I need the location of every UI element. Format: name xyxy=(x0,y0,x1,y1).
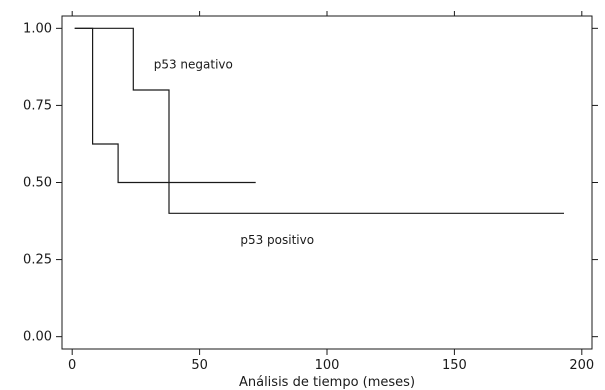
series-line-p53-negativo xyxy=(74,27,564,214)
annotation-p53-negativo: p53 negativo xyxy=(154,57,233,71)
x-tick-label: 150 xyxy=(442,358,467,373)
x-tick-label: 100 xyxy=(315,358,340,373)
y-tick-label: 1.00 xyxy=(23,21,52,36)
x-tick-label: 50 xyxy=(191,358,208,373)
x-axis: 0 50 100 150 200 xyxy=(68,11,594,373)
y-tick-label: 0.25 xyxy=(23,253,52,268)
y-tick-label: 0.50 xyxy=(23,176,52,191)
y-axis: 0.00 0.25 0.50 0.75 1.00 xyxy=(23,21,598,345)
x-tick-label: 0 xyxy=(68,358,76,373)
series-line-p53-positivo xyxy=(74,27,256,184)
survival-curves xyxy=(74,27,564,214)
x-tick-label: 200 xyxy=(569,358,594,373)
annotation-p53-positivo: p53 positivo xyxy=(240,233,314,247)
curve-annotations: p53 negativo p53 positivo xyxy=(154,57,314,247)
y-tick-label: 0.00 xyxy=(23,330,52,345)
x-axis-title: Análisis de tiempo (meses) xyxy=(239,375,415,390)
y-tick-label: 0.75 xyxy=(23,98,52,113)
